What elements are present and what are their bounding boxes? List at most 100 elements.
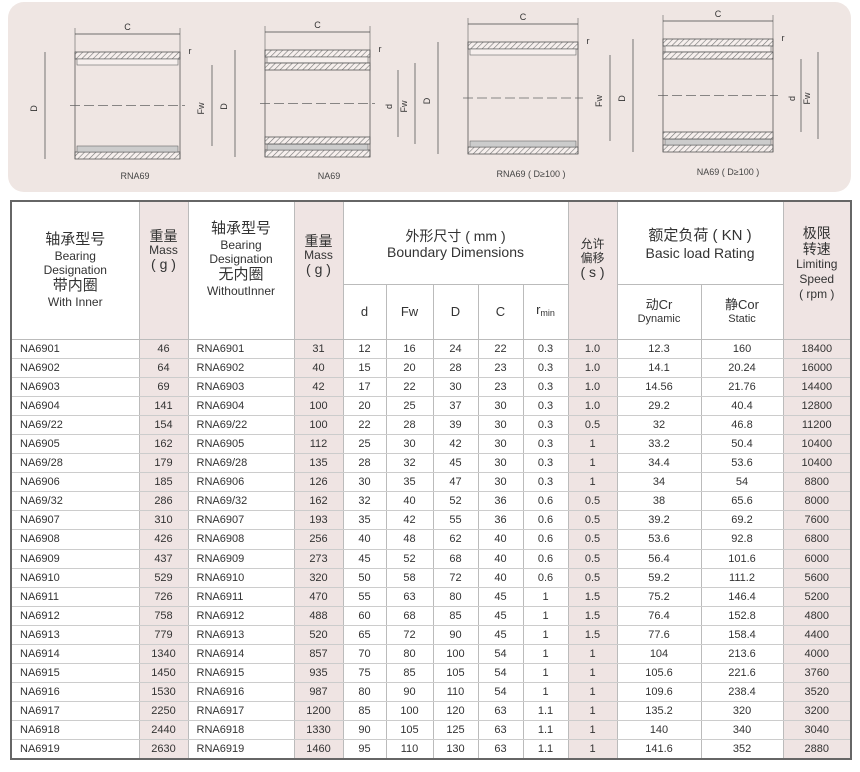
inner-ring-top (662, 51, 774, 60)
cell-c: 30 (477, 395, 524, 416)
cell-offset: 0.5 (567, 567, 618, 588)
cell-cr: 135.2 (616, 701, 702, 722)
cell-d: 40 (342, 529, 387, 550)
cell-d: 25 (342, 433, 387, 455)
needle-row-top (76, 58, 179, 66)
header-cr: 动Cr Dynamic (616, 283, 702, 340)
outer-ring-bottom (74, 151, 181, 160)
cell-mass-1: 179 (138, 453, 189, 474)
cell-without-inner: RNA6904 (187, 395, 295, 416)
table-row: NA6906 185 RNA6906 126 30 35 47 30 0.3 1 34 54 8800 (10, 472, 852, 493)
cell-rmin: 0.3 (522, 472, 569, 493)
cell-cr: 53.6 (616, 529, 702, 550)
cell-outer-d: 90 (432, 624, 479, 646)
outer-ring-bottom (662, 144, 774, 153)
table-row: NA6915 1450 RNA6915 935 75 85 105 54 1 1 105.6 221.… (10, 663, 852, 684)
cell-speed: 3200 (782, 701, 852, 722)
cell-fw: 85 (385, 663, 434, 684)
cell-speed: 5200 (782, 586, 852, 607)
header-text: 外形尺寸 ( mm ) (405, 227, 506, 244)
header-C: C (477, 283, 524, 340)
cell-cor: 20.24 (700, 357, 784, 378)
header-text: 动Cr (645, 296, 673, 312)
inner-ring-bottom (662, 131, 774, 140)
cell-rmin: 1 (522, 586, 569, 607)
outer-ring-top (74, 51, 181, 60)
cell-d: 90 (342, 720, 387, 741)
cell-with-inner: NA6906 (10, 472, 140, 493)
cell-mass-1: 185 (138, 472, 189, 493)
cell-without-inner: RNA6910 (187, 567, 295, 588)
cell-c: 36 (477, 491, 524, 512)
table-row: NA69/32 286 RNA69/32 162 32 40 52 36 0.6 0.5 38 65.… (10, 491, 852, 512)
cell-c: 22 (477, 338, 524, 359)
cell-speed: 6000 (782, 548, 852, 569)
cell-with-inner: NA6908 (10, 529, 140, 550)
cell-fw: 40 (385, 491, 434, 512)
table-row: NA6909 437 RNA6909 273 45 52 68 40 0.6 0.5 56.4 101… (10, 548, 852, 569)
cell-d: 32 (342, 491, 387, 512)
cell-cor: 53.6 (700, 453, 784, 474)
cell-rmin: 1 (522, 643, 569, 665)
cell-mass-2: 470 (293, 586, 344, 607)
table-row: NA6902 64 RNA6902 40 15 20 28 23 0.3 1.0 14.1 20.24… (10, 357, 852, 378)
cell-mass-1: 46 (138, 338, 189, 359)
cell-cor: 101.6 (700, 548, 784, 569)
cell-cor: 158.4 (700, 624, 784, 646)
header-text: Boundary Dimensions (387, 243, 524, 260)
table-row: NA6903 69 RNA6903 42 17 22 30 23 0.3 1.0 14.56 21.7… (10, 376, 852, 397)
cell-offset: 0.5 (567, 548, 618, 569)
cell-without-inner: RNA6916 (187, 682, 295, 703)
cell-speed: 8800 (782, 472, 852, 493)
cell-rmin: 0.3 (522, 395, 569, 416)
cell-mass-1: 162 (138, 433, 189, 455)
header-text: WithoutInner (206, 284, 276, 299)
header-text: Bearing Designation (43, 249, 107, 278)
cell-without-inner: RNA6918 (187, 720, 295, 741)
cell-cor: 69.2 (700, 510, 784, 531)
cell-cor: 213.6 (700, 643, 784, 665)
cell-fw: 28 (385, 414, 434, 435)
table-row: NA6910 529 RNA6910 320 50 58 72 40 0.6 0.5 59.2 111… (10, 567, 852, 588)
cell-cor: 92.8 (700, 529, 784, 550)
cell-mass-2: 31 (293, 338, 344, 359)
cell-speed: 10400 (782, 433, 852, 455)
cell-rmin: 1 (522, 682, 569, 703)
cell-d: 28 (342, 453, 387, 474)
cell-fw: 30 (385, 433, 434, 455)
cell-mass-2: 320 (293, 567, 344, 588)
cell-cr: 75.2 (616, 586, 702, 607)
cell-offset: 1.0 (567, 338, 618, 359)
header-without-inner: 轴承型号 Bearing Designation 无内圈 WithoutInne… (187, 200, 295, 340)
cell-rmin: 0.3 (522, 453, 569, 474)
cell-c: 45 (477, 624, 524, 646)
diagram-label-na69: NA69 (317, 171, 341, 181)
cell-d: 75 (342, 663, 387, 684)
cell-d: 60 (342, 605, 387, 626)
cell-fw: 105 (385, 720, 434, 741)
cell-outer-d: 30 (432, 376, 479, 397)
cell-with-inner: NA6903 (10, 376, 140, 397)
cell-mass-1: 426 (138, 529, 189, 550)
cell-d: 45 (342, 548, 387, 569)
header-text: Dynamic (637, 312, 681, 325)
cell-without-inner: RNA6905 (187, 433, 295, 455)
header-text: 额定负荷 ( KN ) (648, 226, 752, 244)
cell-outer-d: 45 (432, 453, 479, 474)
cell-mass-1: 758 (138, 605, 189, 626)
cell-outer-d: 100 (432, 643, 479, 665)
cell-rmin: 0.6 (522, 491, 569, 512)
cell-c: 23 (477, 376, 524, 397)
needle-row-bottom (266, 143, 369, 151)
cell-cr: 140 (616, 720, 702, 741)
cell-speed: 4400 (782, 624, 852, 646)
header-mass-1: 重量 Mass ( g ) (138, 200, 189, 340)
header-text: Mass (304, 248, 333, 263)
cell-cr: 32 (616, 414, 702, 435)
cell-speed: 3520 (782, 682, 852, 703)
cell-outer-d: 55 (432, 510, 479, 531)
cell-mass-2: 488 (293, 605, 344, 626)
dimension-label: Fw (196, 102, 206, 114)
needle-row-bottom (664, 138, 772, 146)
